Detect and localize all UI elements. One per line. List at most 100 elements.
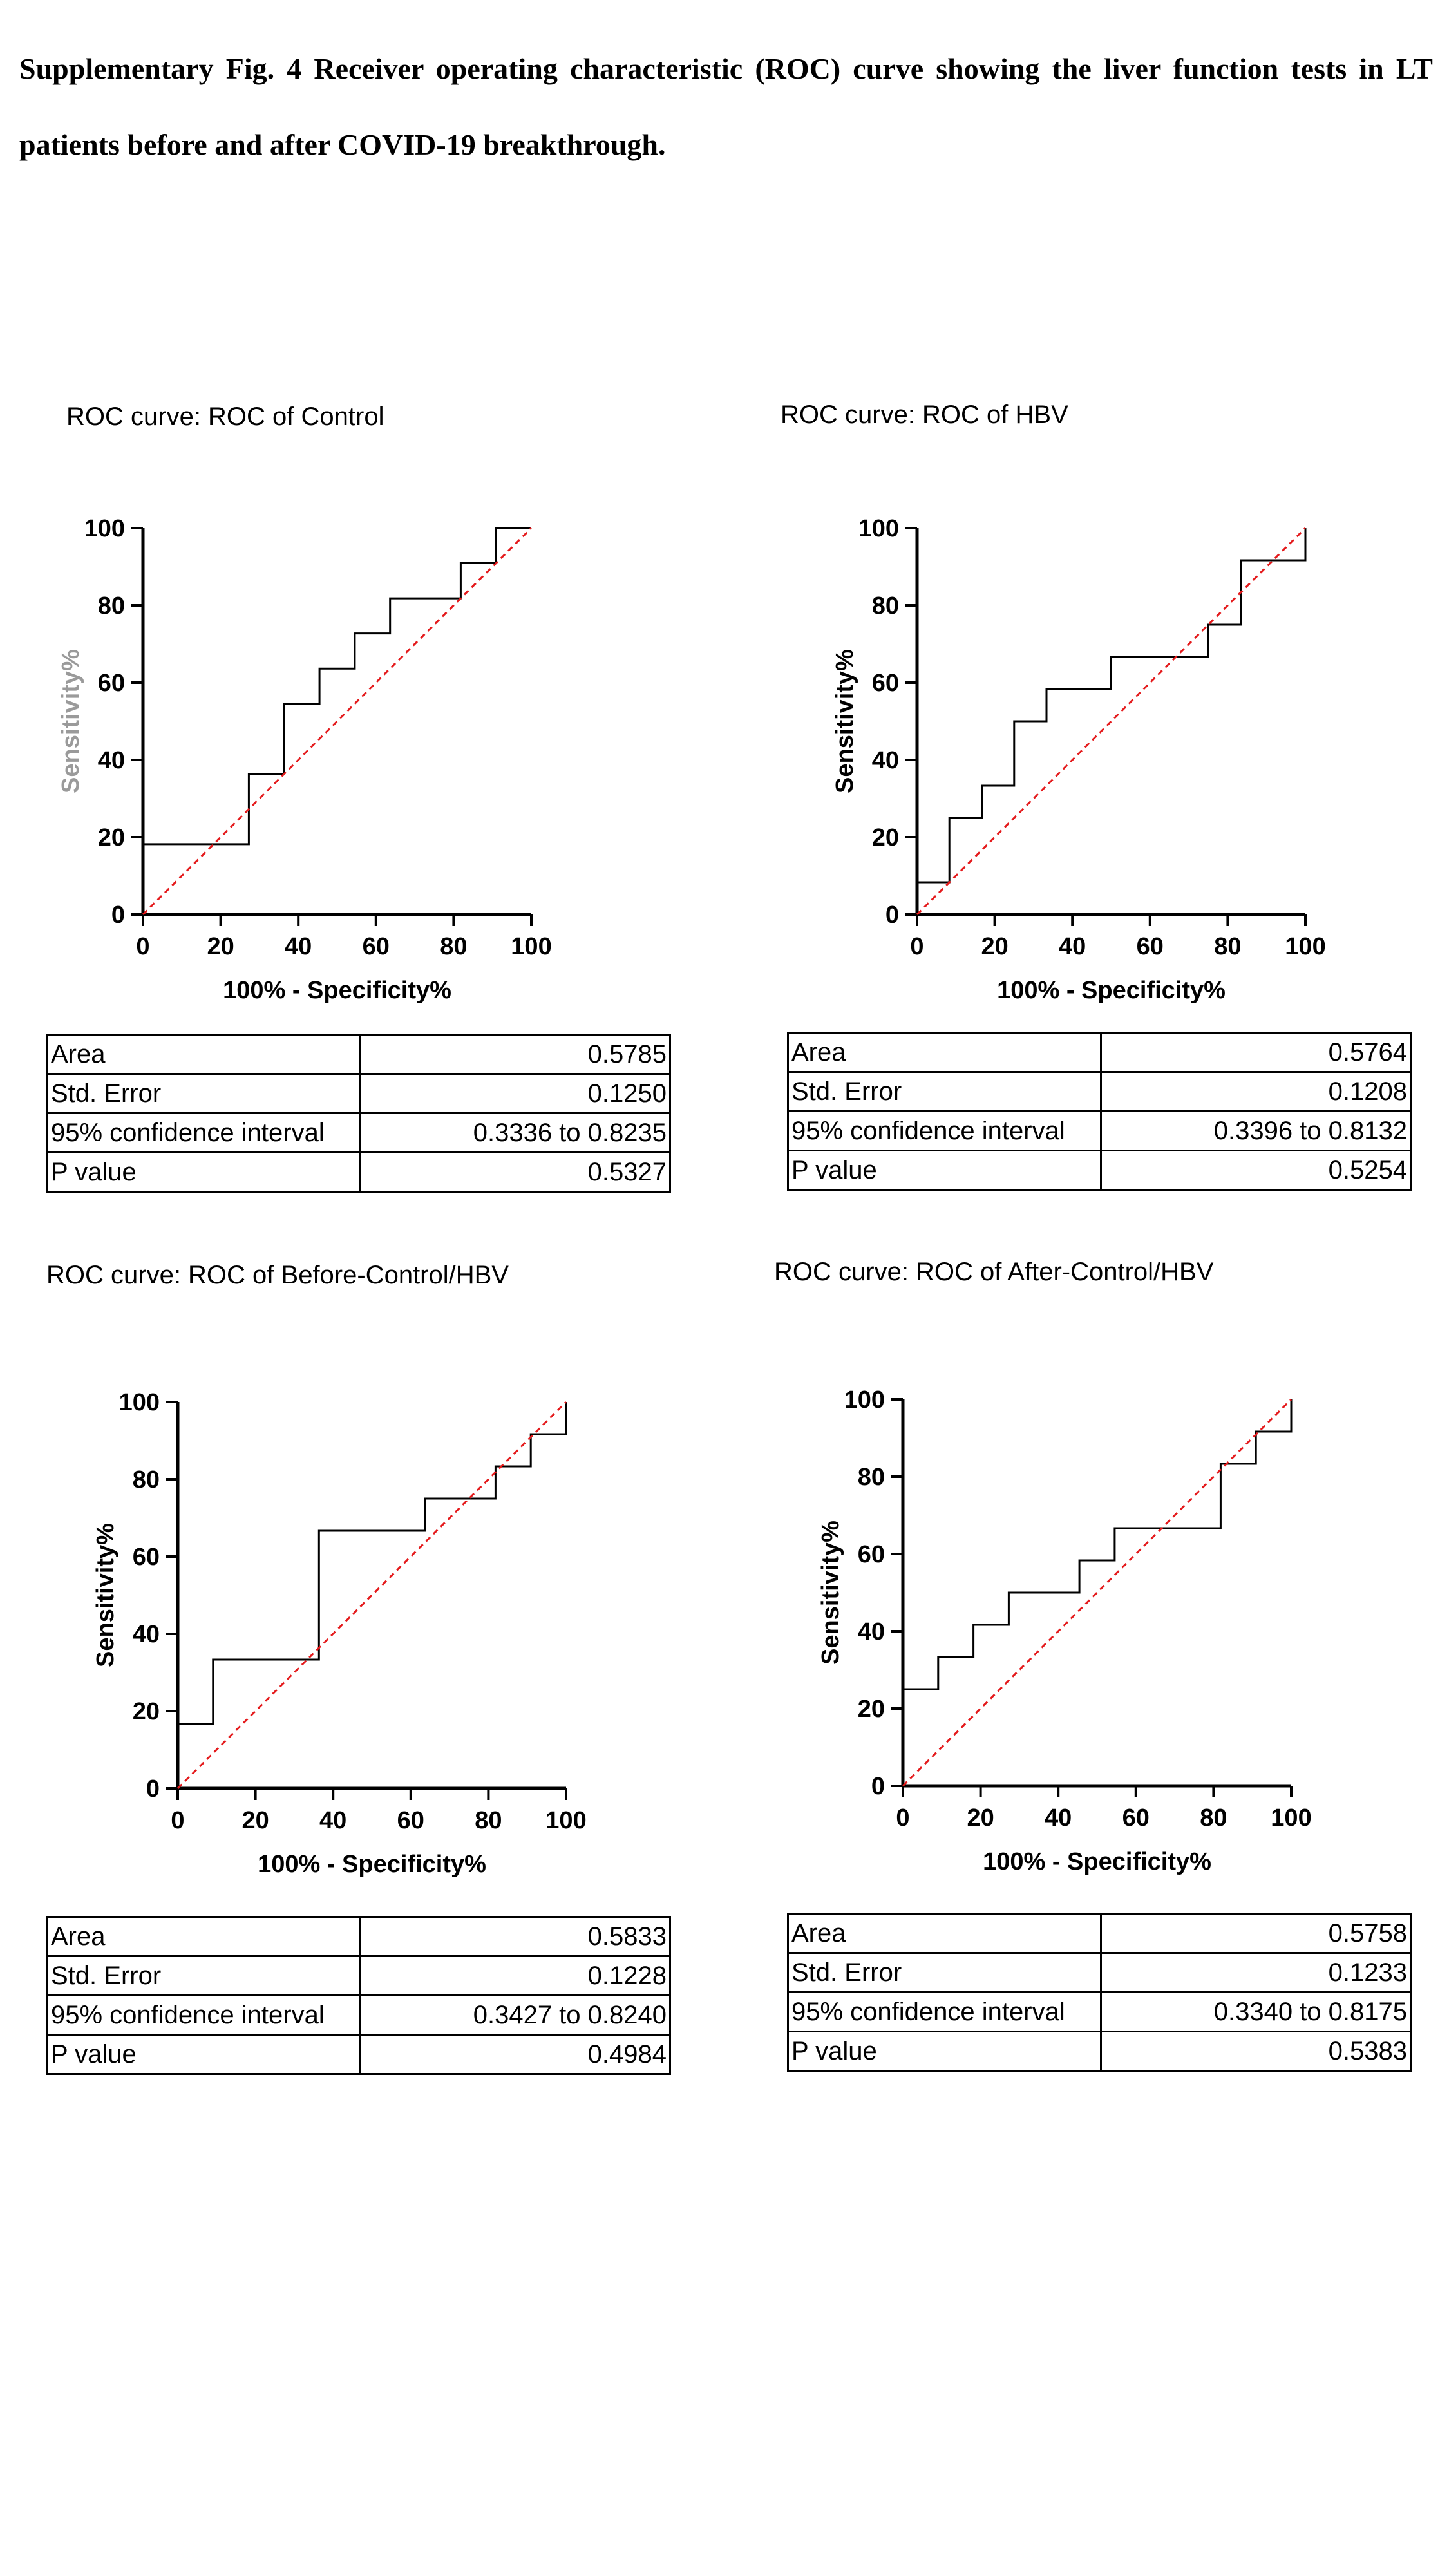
y-tick-label: 80 — [872, 592, 899, 620]
stats-row: Std. Error 0.1228 — [46, 1955, 671, 1996]
y-tick-label: 20 — [858, 1696, 885, 1723]
x-tick-label: 80 — [1200, 1804, 1227, 1832]
x-axis-label: 100% - Specificity% — [997, 977, 1226, 1004]
stats-value: 0.3396 to 0.8132 — [1100, 1110, 1412, 1151]
stats-label: 95% confidence interval — [787, 1110, 1102, 1151]
y-tick-label: 40 — [98, 747, 125, 774]
y-axis-label: Sensitivity% — [92, 1523, 119, 1667]
x-tick-label: 0 — [910, 933, 923, 960]
y-tick-label: 60 — [133, 1544, 160, 1571]
y-tick-label: 0 — [871, 1773, 885, 1800]
stats-value: 0.3427 to 0.8240 — [359, 1994, 671, 2036]
stats-row: P value 0.5254 — [787, 1150, 1412, 1191]
stats-row: Area 0.5833 — [46, 1916, 671, 1957]
stats-label: P value — [787, 2031, 1102, 2072]
figure-caption: Supplementary Fig. 4 Receiver operating … — [19, 52, 1433, 161]
x-axis-label: 100% - Specificity% — [223, 977, 451, 1004]
y-tick-label: 0 — [886, 902, 899, 929]
stats-value: 0.5764 — [1100, 1032, 1412, 1073]
stats-value: 0.5833 — [359, 1916, 671, 1957]
stats-value: 0.5785 — [359, 1034, 671, 1075]
y-tick-label: 20 — [98, 824, 125, 851]
panel-title-before: ROC curve: ROC of Before-Control/HBV — [46, 1261, 509, 1289]
stats-value: 0.5254 — [1100, 1150, 1412, 1191]
stats-label: 95% confidence interval — [787, 1991, 1102, 2032]
x-tick-label: 80 — [440, 933, 467, 960]
y-tick-label: 80 — [98, 592, 125, 620]
x-tick-label: 60 — [1137, 933, 1164, 960]
stats-value: 0.1228 — [359, 1955, 671, 1996]
panel-title-control: ROC curve: ROC of Control — [66, 402, 384, 431]
y-tick-label: 100 — [84, 515, 125, 542]
stats-label: Std. Error — [787, 1071, 1102, 1112]
y-tick-label: 40 — [872, 747, 899, 774]
y-tick-label: 20 — [872, 824, 899, 851]
y-tick-label: 0 — [146, 1776, 160, 1803]
x-tick-label: 100 — [511, 933, 551, 960]
stats-value: 0.1208 — [1100, 1071, 1412, 1112]
stats-label: P value — [46, 2034, 361, 2075]
stats-label: 95% confidence interval — [46, 1112, 361, 1153]
x-tick-label: 100 — [1285, 933, 1325, 960]
stats-label: P value — [787, 1150, 1102, 1191]
panel-title-hbv: ROC curve: ROC of HBV — [781, 401, 1068, 429]
x-tick-label: 40 — [1059, 933, 1086, 960]
stats-row: Area 0.5764 — [787, 1032, 1412, 1073]
stats-row: 95% confidence interval 0.3336 to 0.8235 — [46, 1112, 671, 1153]
stats-label: Area — [787, 1913, 1102, 1954]
x-tick-label: 60 — [1122, 1804, 1150, 1832]
x-tick-label: 40 — [285, 933, 312, 960]
stats-label: Area — [46, 1034, 361, 1075]
stats-row: Area 0.5758 — [787, 1913, 1412, 1954]
roc-step-curve — [143, 527, 531, 846]
stats-row: 95% confidence interval 0.3396 to 0.8132 — [787, 1110, 1412, 1151]
stats-table-after: Area 0.5758 Std. Error 0.1233 95% confidence… — [787, 1913, 1412, 2072]
y-tick-label: 100 — [119, 1389, 160, 1416]
stats-row: 95% confidence interval 0.3427 to 0.8240 — [46, 1994, 671, 2036]
reference-diagonal-line — [176, 1401, 567, 1790]
x-tick-label: 0 — [896, 1804, 909, 1832]
x-tick-label: 0 — [171, 1807, 184, 1834]
stats-table-before: Area 0.5833 Std. Error 0.1228 95% confidence… — [46, 1916, 671, 2075]
x-tick-label: 100 — [1271, 1804, 1311, 1832]
stats-value: 0.3336 to 0.8235 — [359, 1112, 671, 1153]
stats-row: P value 0.5327 — [46, 1151, 671, 1193]
y-tick-label: 80 — [858, 1464, 885, 1491]
x-tick-label: 40 — [319, 1807, 346, 1834]
roc-step-curve — [903, 1399, 1293, 1690]
roc-step-curve — [178, 1402, 567, 1725]
y-tick-label: 60 — [858, 1541, 885, 1568]
x-tick-label: 80 — [1214, 933, 1241, 960]
stats-row: Std. Error 0.1233 — [787, 1952, 1412, 1993]
y-tick-label: 0 — [111, 902, 125, 929]
y-axis-label: Sensitivity% — [831, 649, 858, 793]
reference-diagonal-line — [902, 1398, 1293, 1787]
x-tick-label: 20 — [967, 1804, 994, 1832]
x-tick-label: 40 — [1045, 1804, 1072, 1832]
stats-value: 0.5327 — [359, 1151, 671, 1193]
x-tick-label: 80 — [475, 1807, 502, 1834]
stats-table-control: Area 0.5785 Std. Error 0.1250 95% confidence… — [46, 1034, 671, 1193]
x-axis-label: 100% - Specificity% — [258, 1851, 486, 1878]
y-tick-label: 20 — [133, 1698, 160, 1725]
stats-value: 0.5383 — [1100, 2031, 1412, 2072]
reference-diagonal-line — [142, 527, 533, 916]
stats-value: 0.1250 — [359, 1073, 671, 1114]
y-tick-label: 40 — [133, 1621, 160, 1648]
stats-label: Area — [46, 1916, 361, 1957]
stats-row: P value 0.4984 — [46, 2034, 671, 2075]
stats-value: 0.4984 — [359, 2034, 671, 2075]
stats-row: Area 0.5785 — [46, 1034, 671, 1075]
stats-row: Std. Error 0.1208 — [787, 1071, 1412, 1112]
stats-label: Std. Error — [46, 1073, 361, 1114]
y-tick-label: 60 — [98, 670, 125, 697]
stats-label: Area — [787, 1032, 1102, 1073]
panel-title-after: ROC curve: ROC of After-Control/HBV — [774, 1258, 1214, 1286]
y-axis-label: Sensitivity% — [817, 1520, 844, 1665]
y-tick-label: 40 — [858, 1618, 885, 1645]
x-tick-label: 60 — [363, 933, 390, 960]
